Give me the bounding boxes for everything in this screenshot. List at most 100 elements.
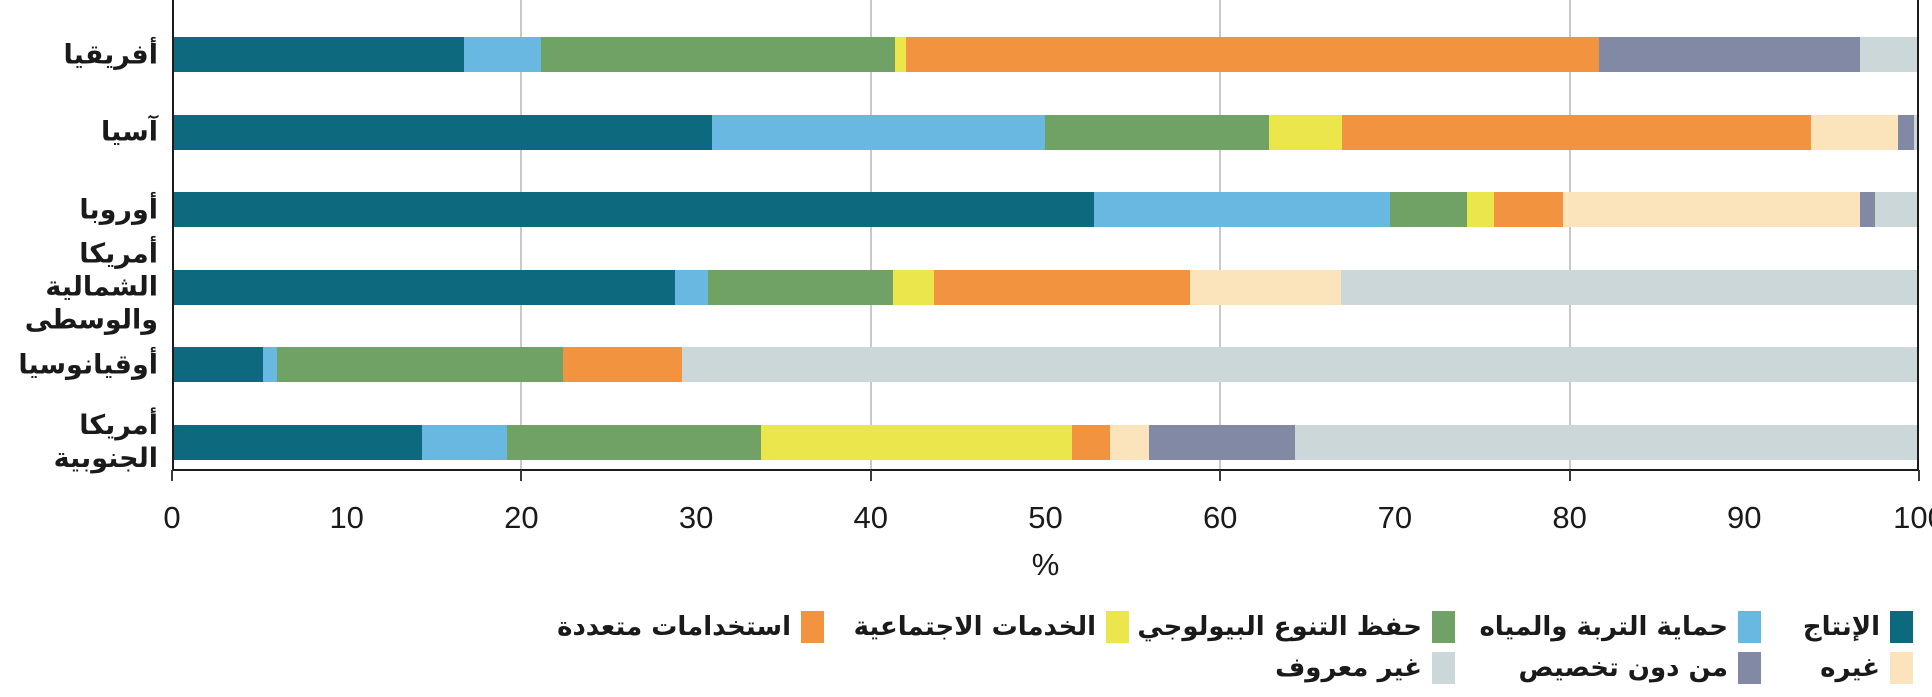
bar-segment [1342,114,1811,150]
bar-segment [905,37,1600,73]
x-tick [1918,470,1920,481]
gridline-40 [869,0,872,470]
stacked-bar [172,424,1919,460]
bar-segment [1875,192,1919,228]
bar-segment [682,347,1919,383]
legend-swatch [1738,651,1761,684]
bar-segment [507,424,761,460]
x-tick-label: 100 [1893,500,1932,535]
bar-segment [1190,269,1341,305]
bar-segment [563,347,683,383]
bar-segment [1859,192,1876,228]
x-tick-label: 60 [1202,500,1238,535]
legend-swatch [1890,651,1913,684]
bar-segment [1340,269,1919,305]
bar-segment [1389,192,1467,228]
x-tick-label: 40 [853,500,889,535]
bar-segment [711,114,1046,150]
legend-label: غيره [1820,652,1880,683]
legend-swatch [1106,610,1129,643]
legend: الإنتاج حماية التربة والمياه حفظ التنوع ال… [532,606,1913,688]
x-tick-label: 0 [163,500,181,535]
bar-segment [172,424,422,460]
category-label: أفريقيا [63,39,158,71]
x-tick [171,470,173,481]
legend-swatch [1738,610,1761,643]
bar-segment [172,192,1095,228]
x-tick-label: 50 [1028,500,1063,535]
gridline-80 [1568,0,1571,470]
bar-segment [172,269,676,305]
bar-segment [933,269,1191,305]
legend-swatch [1890,610,1913,643]
legend-swatch [1432,610,1455,643]
legend-label: غير معروف [1275,652,1422,683]
category-label: أوقيانوسيا [18,349,158,381]
legend-item: من دون تخصيص [1455,647,1761,688]
bar-segment [1913,114,1919,150]
x-axis-title: % [1031,547,1060,582]
bar-segment [172,114,712,150]
stacked-bar [172,347,1919,383]
legend-swatch [801,610,824,643]
bar-segment [421,424,508,460]
category-label: أمريكا الشمالية والوسطى [24,238,158,336]
bar-row [172,249,1919,327]
legend-label: الإنتاج [1802,611,1880,642]
stacked-bar [172,192,1919,228]
bar-segment [172,37,464,73]
x-axis-line [172,469,1919,471]
stacked-bar [172,114,1919,150]
gridline-20 [520,0,523,470]
x-tick-label: 30 [678,500,714,535]
legend-label: استخدامات متعددة [557,611,791,642]
bar-segment [1466,192,1495,228]
bar-segment [1110,424,1149,460]
legend-item: الخدمات الاجتماعية [824,606,1129,647]
x-tick-label: 70 [1377,500,1413,535]
bar-segment [708,269,894,305]
legend-label: حماية التربة والمياه [1479,611,1728,642]
bar-segment [1897,114,1914,150]
x-tick-label: 80 [1552,500,1587,535]
bar-segment [1269,114,1343,150]
bar-segment [760,424,1072,460]
bar-segment [463,37,541,73]
bar-segment [262,347,277,383]
bar-row [172,404,1919,482]
bar-segment [540,37,896,73]
category-label: أمريكا الجنوبية [53,410,158,475]
x-tick [520,470,523,481]
legend-item: غيره [1761,647,1913,688]
bar-rows [172,16,1919,481]
plot-area [172,0,1919,471]
bar-row [172,171,1919,249]
y-axis-line [172,0,174,470]
bar-segment [1494,192,1563,228]
x-tick [1219,470,1222,481]
bar-segment [1071,424,1111,460]
bar-row [172,326,1919,404]
bar-segment [1295,424,1919,460]
category-label: أوروبا [79,194,158,226]
bar-row [172,16,1919,94]
legend-item: حفظ التنوع البيولوجي [1129,606,1455,647]
bar-segment [1094,192,1390,228]
legend-label: من دون تخصيص [1518,652,1729,683]
legend-spacer [824,647,1129,688]
legend-swatch [1432,651,1455,684]
bar-segment [675,269,709,305]
stacked-bar [172,269,1919,305]
bar-segment [1045,114,1270,150]
category-label: آسيا [101,116,158,148]
x-tick [869,470,872,481]
right-axis-line [1917,0,1919,470]
legend-item: استخدامات متعددة [532,606,824,647]
bar-segment [1599,37,1860,73]
legend-item: الإنتاج [1761,606,1913,647]
bar-row [172,94,1919,172]
x-tick-label: 10 [329,500,364,535]
legend-label: حفظ التنوع البيولوجي [1137,611,1422,642]
gridline-60 [1219,0,1222,470]
